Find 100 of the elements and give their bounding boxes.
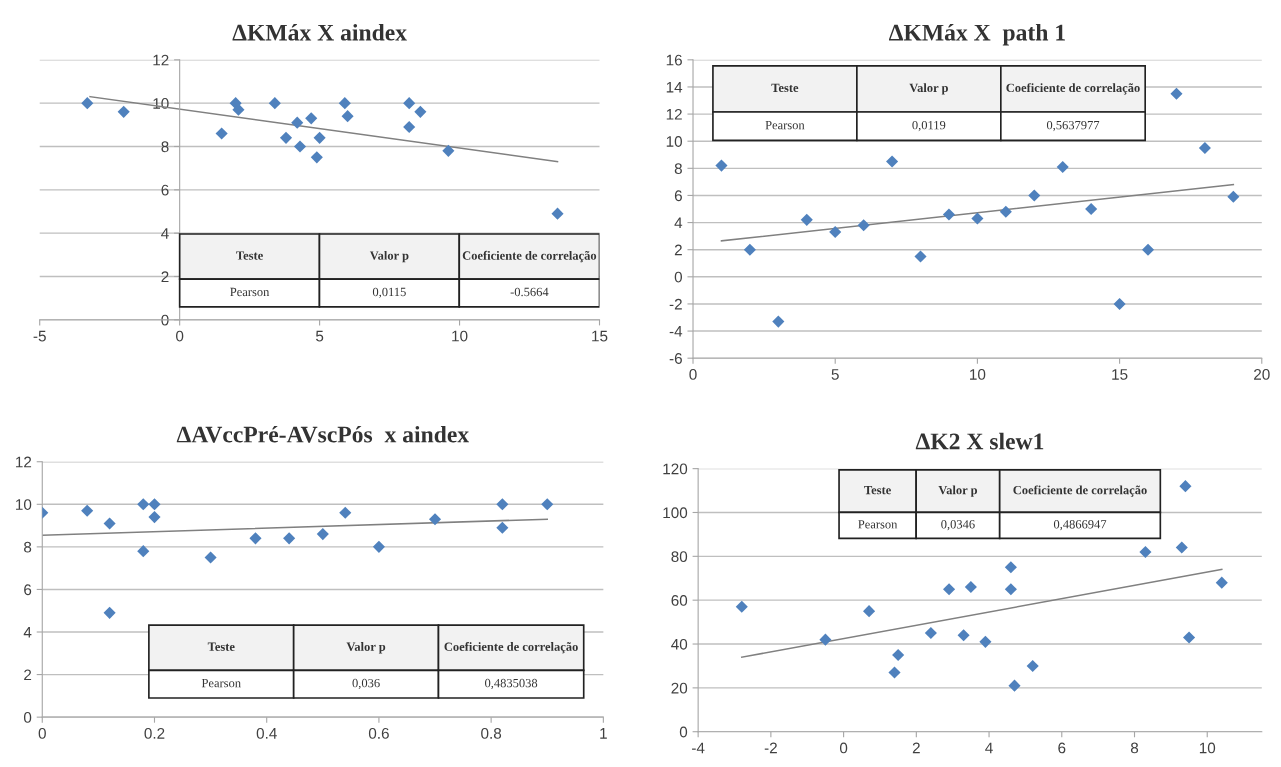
point [81,97,94,110]
point [800,213,813,226]
y-tick-label: 12 [666,108,682,120]
y-tick-label: 16 [666,54,682,66]
point [924,627,937,640]
point [735,600,748,613]
y-tick-label: 2 [24,669,32,681]
x-tick-label: 2 [912,742,920,754]
y-tick-label: 8 [24,541,32,553]
point [268,97,281,110]
y-tick-label: 6 [24,584,32,596]
annotation: -0.5664 [510,287,549,297]
y-tick-label: 120 [663,463,688,475]
y-tick-label: 0 [674,271,683,283]
y-tick-label: 4 [161,228,169,239]
y-tick-label: 0 [161,314,169,326]
point [979,635,992,648]
point [1028,189,1041,202]
x-tick-label: 4 [985,742,993,754]
x-tick-label: 1 [600,728,607,739]
y-tick-label: 0 [23,712,32,723]
x-tick-label: 5 [831,369,839,380]
y-tick-label: 12 [153,54,169,66]
annotation: Valor p [346,642,386,654]
annotation: Pearson [201,678,241,688]
chart-title: ΔKMáx X aindex [232,23,407,41]
point [279,131,293,144]
y-tick-label: 6 [674,190,682,202]
x-tick-label: 15 [592,330,608,342]
point [403,97,416,110]
point [743,243,756,256]
annotation: Pearson [230,287,270,297]
point [293,140,307,153]
x-tick-label: 8 [1130,742,1139,754]
point [403,120,416,134]
y-tick-label: 2 [674,244,682,256]
y-tick-label: 6 [161,184,169,196]
point [148,498,161,511]
y-tick-label: 8 [674,163,682,175]
point [117,105,130,118]
y-tick-label: 40 [671,638,688,650]
point [442,144,455,157]
annotation: 0,4835038 [485,678,538,690]
chart-title: ΔKMáx X path 1 [889,23,1065,46]
point [971,212,984,225]
x-tick-label: 15 [1112,369,1128,380]
point [137,498,150,511]
point [428,513,442,526]
x-tick-label: -5 [33,330,46,342]
annotation: 0,4866947 [1053,520,1107,531]
point [204,551,217,564]
x-tick-label: 6 [1058,742,1066,754]
point [964,580,977,594]
y-tick-label: 10 [16,499,32,510]
point [215,127,228,140]
annotation: Teste [236,251,263,260]
point [305,112,318,125]
point [1175,541,1188,554]
y-tick-label: 12 [16,456,32,468]
point [1026,659,1039,672]
point [1198,141,1211,155]
point [1113,297,1126,310]
annotation: Pearson [858,520,898,529]
point [1008,679,1021,692]
annotation: Teste [771,83,799,93]
point [914,250,927,263]
y-tick-label: 10 [666,136,683,147]
x-tick-label: -4 [692,742,705,754]
point [888,666,901,679]
point [291,116,304,129]
annotation: Teste [207,642,235,651]
point [310,151,323,164]
point [1170,87,1183,100]
point [137,545,150,558]
x-tick-label: 0.8 [481,727,502,739]
annotation: 0,0119 [912,120,946,132]
point [1139,545,1152,558]
annotation: Teste [864,485,891,495]
y-tick-label: 14 [666,81,683,93]
annotation: Valor p [909,83,948,95]
point [715,159,728,172]
point [819,633,832,646]
point [1227,190,1240,203]
chart-title: ΔK2 X slew1 [915,432,1044,450]
y-tick-label: 100 [663,507,688,519]
y-tick-label: 8 [161,141,169,153]
point [857,219,870,232]
annotation: 0,0115 [372,287,406,298]
point [1183,631,1196,644]
point [1215,576,1228,589]
point [1085,202,1098,216]
x-tick-label: 0 [176,330,184,342]
point [942,208,956,221]
point [496,498,509,511]
point [148,511,161,524]
point [541,498,554,511]
point [496,521,509,534]
annotation: Valor p [938,485,978,497]
point [313,131,326,144]
point [886,155,899,168]
